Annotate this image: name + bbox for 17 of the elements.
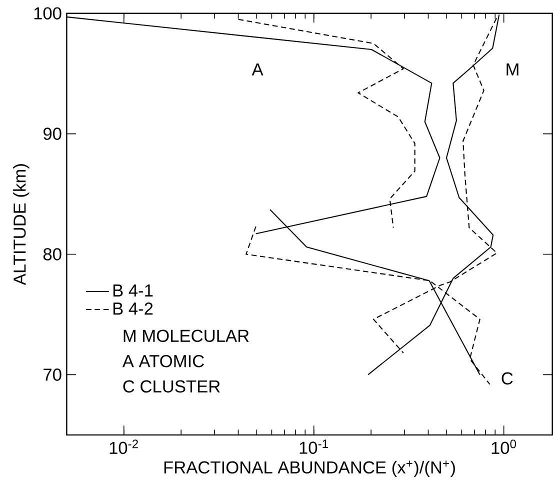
annotation: A (252, 63, 264, 76)
y-tick-label: 80 (43, 248, 62, 260)
legend-label: B 4-2 (113, 302, 153, 315)
legend-label: B 4-1 (113, 284, 153, 296)
annotation: M (506, 63, 518, 76)
y-axis-title: ALTITUDE (km) (13, 164, 30, 286)
annotation: C (502, 372, 513, 385)
y-tick-label: 70 (44, 368, 62, 381)
x-axis-title: FRACTIONAL ABUNDANCE (x$^{+}$)/(N$^{+}$) (164, 460, 455, 478)
x-tick-label: 10$^{-2}$ (110, 440, 138, 454)
y-tick-label: 100 (34, 7, 62, 20)
x-tick-label: 10$^{0}$ (492, 440, 516, 454)
annotation: M MOLECULAR (124, 330, 249, 342)
x-tick-label: 10$^{-1}$ (300, 440, 328, 454)
annotation: C CLUSTER (123, 380, 220, 393)
y-tick-label: 90 (44, 128, 62, 140)
annotation: A ATOMIC (122, 355, 204, 368)
